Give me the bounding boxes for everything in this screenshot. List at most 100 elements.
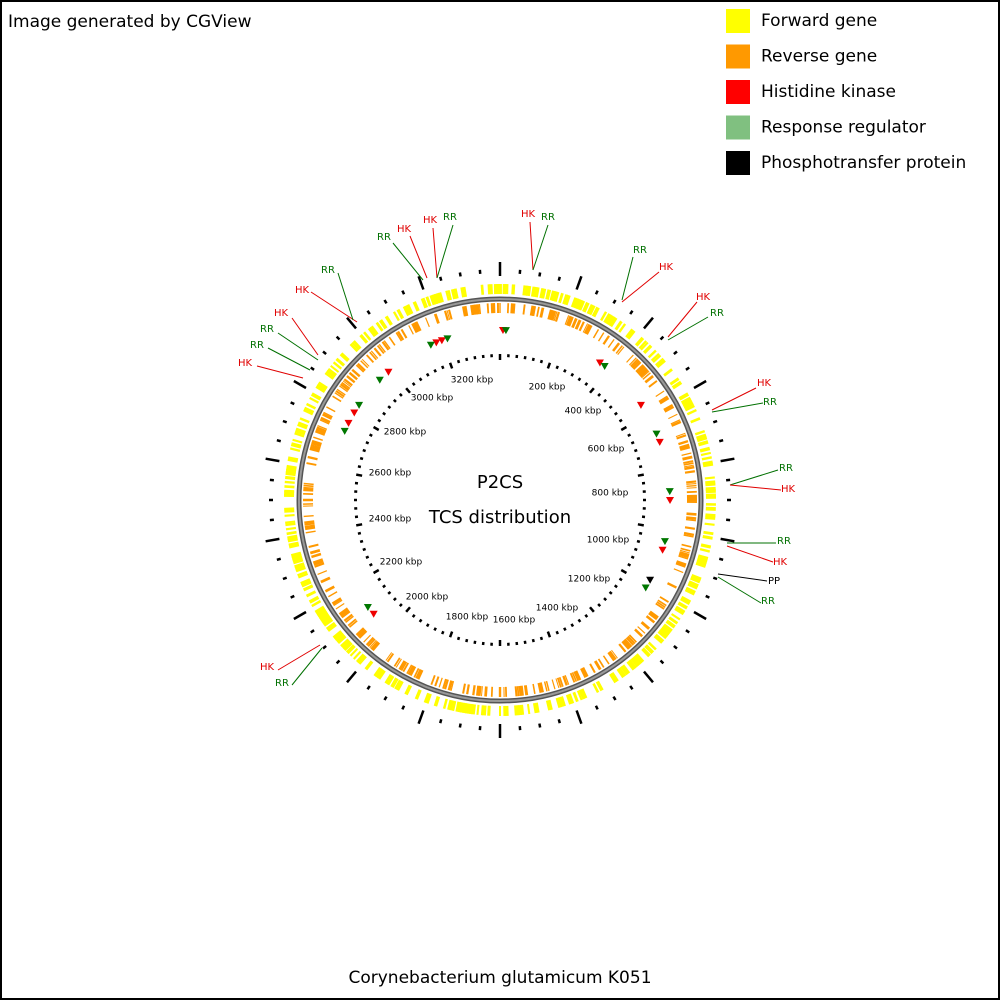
forward-gene [384, 315, 393, 326]
reverse-gene [626, 354, 634, 363]
inner-tick [608, 405, 613, 410]
reverse-gene [680, 547, 691, 552]
forward-gene [634, 336, 645, 347]
reverse-gene [395, 658, 402, 668]
reverse-gene [462, 683, 466, 694]
forward-gene [530, 286, 536, 297]
reverse-gene [317, 570, 328, 576]
reverse-gene [637, 626, 646, 634]
outer-tick [276, 439, 282, 443]
forward-gene [322, 617, 334, 627]
reverse-gene [324, 585, 335, 593]
leader-line [729, 484, 782, 491]
forward-gene [608, 316, 618, 328]
reverse-gene [539, 682, 544, 693]
outer-tick [417, 710, 425, 725]
leader-line [667, 301, 698, 338]
reverse-gene [400, 328, 408, 339]
outer-tick [310, 366, 315, 371]
reverse-gene [516, 686, 520, 697]
inner-tick [356, 473, 363, 477]
forward-gene [625, 328, 634, 339]
forward-gene [487, 284, 491, 295]
forward-gene [300, 578, 311, 586]
outer-tick [643, 670, 654, 684]
forward-gene [286, 464, 297, 470]
forward-gene [464, 703, 470, 714]
forward-gene [302, 584, 314, 592]
inner-tick [473, 640, 477, 644]
reverse-gene [313, 436, 324, 442]
reverse-gene [636, 365, 646, 375]
reverse-gene [317, 424, 328, 430]
forward-gene [586, 304, 594, 315]
tick-label: 2600 kbp [369, 469, 412, 479]
forward-gene [568, 693, 575, 704]
forward-gene [607, 315, 616, 326]
feature-label: HK [781, 484, 796, 495]
inner-tick [377, 577, 382, 582]
forward-gene [377, 669, 386, 680]
reverse-gene [307, 455, 318, 461]
inner-tick [441, 365, 445, 370]
forward-gene [332, 630, 343, 639]
reverse-gene [582, 667, 589, 677]
reverse-gene [409, 666, 417, 677]
forward-gene [638, 340, 648, 350]
reverse-gene [638, 367, 648, 376]
inner-tick [633, 448, 638, 453]
forward-gene [686, 408, 697, 416]
reverse-gene [472, 685, 476, 696]
reverse-gene [478, 304, 482, 315]
reverse-gene [363, 634, 371, 643]
feature-label: RR [275, 678, 289, 689]
reverse-gene [536, 306, 540, 317]
inner-tick [357, 465, 362, 469]
inner-tick [618, 418, 623, 423]
outer-tick [575, 275, 583, 290]
forward-gene [699, 446, 711, 453]
feature-label: RR [377, 232, 391, 243]
inner-tick [627, 433, 632, 437]
outer-tick [383, 695, 388, 701]
reverse-gene [303, 484, 314, 488]
forward-gene [616, 668, 625, 679]
reverse-gene [369, 351, 377, 361]
feature-marker [369, 610, 378, 618]
reverse-gene [678, 552, 689, 559]
reverse-gene [676, 434, 687, 440]
reverse-gene [430, 674, 436, 685]
reverse-gene [357, 362, 366, 372]
forward-gene [341, 639, 352, 650]
reverse-gene [413, 322, 420, 333]
reverse-gene [679, 443, 690, 450]
forward-gene [310, 392, 322, 401]
outer-tick [659, 335, 665, 341]
outer-tick [383, 299, 388, 305]
feature-marker [426, 341, 435, 349]
forward-gene [562, 294, 569, 305]
forward-gene [315, 607, 326, 616]
forward-gene [669, 377, 680, 386]
outer-tick [322, 644, 327, 650]
forward-gene [563, 294, 571, 306]
inner-tick [613, 584, 618, 589]
forward-gene [626, 329, 636, 340]
feature-marker [658, 546, 667, 554]
reverse-gene [311, 441, 322, 448]
backbone-inner [298, 298, 702, 702]
reverse-gene [486, 303, 490, 314]
forward-gene [644, 644, 655, 655]
reverse-gene [345, 615, 354, 623]
tick-label: 3000 kbp [411, 394, 454, 404]
tick-label: 800 kbp [592, 489, 629, 499]
reverse-gene [476, 685, 480, 696]
forward-gene [647, 349, 657, 359]
forward-gene [671, 380, 683, 390]
forward-gene [447, 289, 453, 301]
forward-gene [555, 697, 563, 708]
forward-gene [288, 456, 299, 461]
reverse-gene [578, 321, 585, 332]
inner-tick [465, 357, 469, 362]
